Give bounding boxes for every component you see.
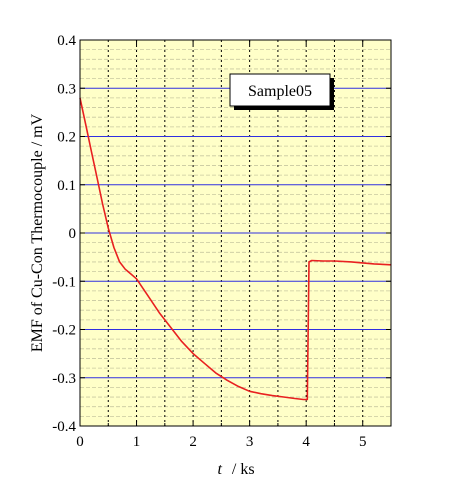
series-line xyxy=(79,97,392,401)
minor-grid xyxy=(80,49,391,417)
x-tick-label: 2 xyxy=(189,434,197,450)
y-tick-label: -0.1 xyxy=(52,274,76,290)
x-axis-unit: / ks xyxy=(232,461,255,478)
y-axis-ticks: -0.4 -0.3 -0.2 -0.1 0 0.1 0.2 0.3 0.4 xyxy=(52,33,391,435)
y-axis-label: EMF of Cu-Con Thermocouple / mV xyxy=(29,113,46,352)
legend-label: Sample05 xyxy=(248,83,312,100)
x-tick-label: 4 xyxy=(302,434,310,450)
x-tick-label: 0 xyxy=(76,434,84,450)
x-axis-ticks: 0 1 2 3 4 5 xyxy=(76,40,366,450)
x-tick-label: 1 xyxy=(133,434,141,450)
y-tick-label: -0.4 xyxy=(52,419,76,435)
y-tick-label: 0.2 xyxy=(57,130,76,146)
y-tick-label: 0.3 xyxy=(57,81,76,97)
legend-box xyxy=(229,73,331,107)
major-grid xyxy=(80,87,391,379)
x-tick-label: 3 xyxy=(246,434,254,450)
x-axis-label: t / ks xyxy=(217,461,254,478)
x-tick-label: 5 xyxy=(359,434,367,450)
y-tick-label: 0 xyxy=(69,226,77,242)
legend: Sample05 xyxy=(229,73,334,110)
y-tick-label: -0.2 xyxy=(52,323,76,339)
vertical-grid xyxy=(107,40,364,426)
data-series xyxy=(79,97,392,401)
y-tick-label: 0.4 xyxy=(57,33,76,49)
y-tick-label: 0.1 xyxy=(57,178,76,194)
y-tick-label: -0.3 xyxy=(52,371,76,387)
x-axis-variable: t xyxy=(217,461,222,478)
